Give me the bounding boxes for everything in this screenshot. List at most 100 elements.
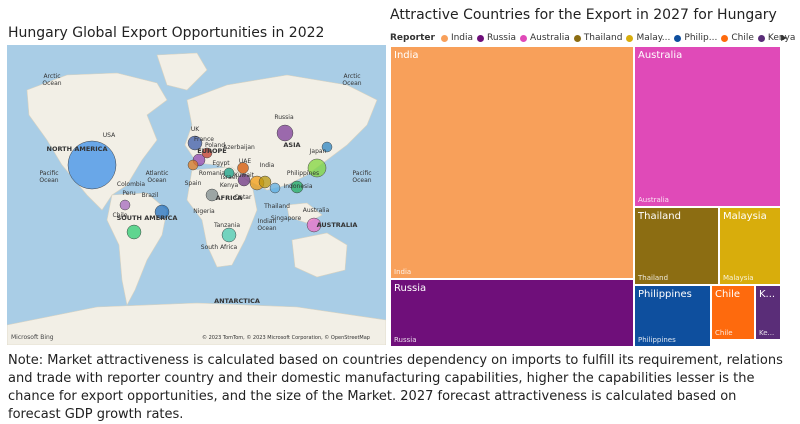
treemap-tile-russia[interactable]: Russia Russia bbox=[390, 279, 634, 347]
bubble-uae[interactable] bbox=[237, 162, 249, 174]
legend-item[interactable]: Thailand bbox=[573, 33, 623, 43]
bubble-nigeria[interactable] bbox=[205, 188, 219, 202]
place-label: Australia bbox=[303, 207, 330, 214]
tile-sublabel: India bbox=[394, 268, 412, 276]
world-map[interactable]: Arctic Ocean Arctic Ocean Pacific Ocean Atlant… bbox=[7, 45, 386, 345]
bubble-russia[interactable] bbox=[276, 124, 294, 142]
bubble-tanzania[interactable] bbox=[221, 227, 237, 243]
bubble-thailand[interactable] bbox=[258, 175, 272, 189]
place-label: Philippines bbox=[287, 170, 319, 177]
place-label: Thailand bbox=[263, 203, 290, 210]
bubble-chile[interactable] bbox=[126, 224, 142, 240]
region-label: SOUTH AMERICA bbox=[117, 214, 178, 222]
legend-item[interactable]: Malay... bbox=[626, 33, 670, 43]
bubble-indonesia[interactable] bbox=[290, 180, 304, 194]
place-label: Israel bbox=[221, 174, 238, 181]
legend-item[interactable]: Australia bbox=[520, 33, 570, 43]
legend-dot-icon bbox=[477, 34, 485, 42]
treemap-tile-philippines[interactable]: Philippines Philippines bbox=[634, 285, 711, 347]
region-label: EUROPE bbox=[197, 147, 226, 155]
bubble-philippines[interactable] bbox=[307, 158, 327, 178]
bubble-australia[interactable] bbox=[306, 217, 322, 233]
land-south-america bbox=[106, 192, 168, 306]
place-label: Kenya bbox=[220, 182, 239, 189]
tile-sublabel: Australia bbox=[638, 196, 669, 204]
place-label: Kuwait bbox=[234, 172, 255, 179]
place-label: Egypt bbox=[212, 160, 230, 167]
place-label: Singapore bbox=[271, 215, 302, 222]
legend-label: Chile bbox=[731, 33, 754, 43]
ocean-label: Ocean bbox=[147, 177, 166, 184]
treemap-title: Attractive Countries for the Export in 2… bbox=[390, 7, 777, 23]
tile-sublabel: Chile bbox=[715, 329, 733, 337]
treemap-tile-thailand[interactable]: Thailand Thailand bbox=[634, 207, 719, 285]
treemap-chart[interactable]: India India Russia Russia Australia Australia… bbox=[390, 46, 781, 347]
map-title: Hungary Global Export Opportunities in 2… bbox=[8, 25, 325, 41]
ocean-label: Arctic bbox=[43, 73, 60, 80]
region-label: ASIA bbox=[283, 141, 300, 149]
legend-dot-icon bbox=[626, 34, 634, 42]
bubble-layer bbox=[67, 124, 333, 243]
legend-item[interactable]: India bbox=[440, 33, 473, 43]
region-label: AFRICA bbox=[216, 194, 243, 202]
land-layer bbox=[7, 52, 386, 345]
legend-label: Thailand bbox=[583, 33, 623, 43]
legend-item[interactable]: Kenya bbox=[757, 33, 796, 43]
place-label: Tanzania bbox=[213, 222, 240, 229]
legend-dot-icon bbox=[674, 34, 682, 42]
bubble-usa[interactable] bbox=[67, 140, 117, 190]
legend-label: Philip... bbox=[684, 33, 718, 43]
place-label: Russia bbox=[274, 114, 294, 121]
legend-items: India Russia Australia Thailand Malay... Phil… bbox=[440, 33, 799, 43]
legend-item[interactable]: Chile bbox=[721, 33, 754, 43]
land-antarctica bbox=[7, 302, 386, 345]
map-label-layer: ArcticOceanArcticOceanPacificOceanAtlant… bbox=[39, 73, 371, 305]
place-label: Brazil bbox=[142, 192, 159, 199]
legend-item[interactable]: Philip... bbox=[674, 33, 717, 43]
treemap-tile-chile[interactable]: Chile Chile bbox=[711, 285, 755, 340]
bubble-uk[interactable] bbox=[187, 135, 203, 151]
place-label: Poland bbox=[205, 142, 225, 149]
bubble-japan[interactable] bbox=[321, 141, 333, 153]
bubble-singapore[interactable] bbox=[269, 182, 281, 194]
legend-title: Reporter bbox=[390, 33, 435, 43]
legend-label: Malay... bbox=[636, 33, 671, 43]
place-label: India bbox=[260, 162, 275, 169]
ocean-label: Ocean bbox=[352, 177, 371, 184]
treemap-legend: Reporter India Russia Australia Thailand Mal… bbox=[390, 31, 799, 45]
map-copyright[interactable]: © 2023 TomTom, © 2023 Microsoft Corporat… bbox=[201, 335, 370, 341]
tile-label: India bbox=[394, 50, 419, 61]
legend-label: Australia bbox=[530, 33, 570, 43]
bubble-egypt[interactable] bbox=[223, 167, 235, 179]
place-label: Qatar bbox=[235, 194, 252, 201]
ocean-label: Ocean bbox=[257, 225, 276, 232]
legend-dot-icon bbox=[721, 34, 729, 42]
ocean-label: Indian bbox=[258, 218, 277, 225]
treemap-tile-malaysia[interactable]: Malaysia Malaysia bbox=[719, 207, 781, 285]
place-label: Japan bbox=[309, 148, 327, 155]
place-label: Indonesia bbox=[283, 183, 312, 190]
bubble-poland[interactable] bbox=[201, 147, 213, 159]
legend-item[interactable]: Russia bbox=[477, 33, 516, 43]
place-label: Peru bbox=[122, 190, 136, 197]
treemap-tile-australia[interactable]: Australia Australia bbox=[634, 46, 781, 207]
ocean-label: Pacific bbox=[352, 170, 371, 177]
bubble-kenya[interactable] bbox=[237, 173, 251, 187]
tile-label: Russia bbox=[394, 283, 427, 294]
legend-dot-icon bbox=[757, 34, 765, 42]
region-label: NORTH AMERICA bbox=[47, 145, 108, 153]
treemap-tile-india[interactable]: India India bbox=[390, 46, 634, 279]
tile-sublabel: Russia bbox=[394, 336, 417, 344]
bubble-brazil[interactable] bbox=[154, 204, 170, 220]
map-canvas: ArcticOceanArcticOceanPacificOceanAtlant… bbox=[7, 52, 386, 345]
bubble-colombia[interactable] bbox=[119, 199, 131, 211]
tile-label: Thailand bbox=[638, 211, 681, 222]
legend-dot-icon bbox=[573, 34, 581, 42]
legend-scroll-right-icon[interactable]: ▶ bbox=[781, 33, 788, 42]
ocean-label: Ocean bbox=[342, 80, 361, 87]
legend-dot-icon bbox=[440, 34, 448, 42]
bubble-spain[interactable] bbox=[187, 159, 199, 171]
legend-label: Kenya bbox=[767, 33, 796, 43]
treemap-tile-kenya[interactable]: K... Ke... bbox=[755, 285, 781, 340]
region-label: AUSTRALIA bbox=[317, 221, 358, 229]
